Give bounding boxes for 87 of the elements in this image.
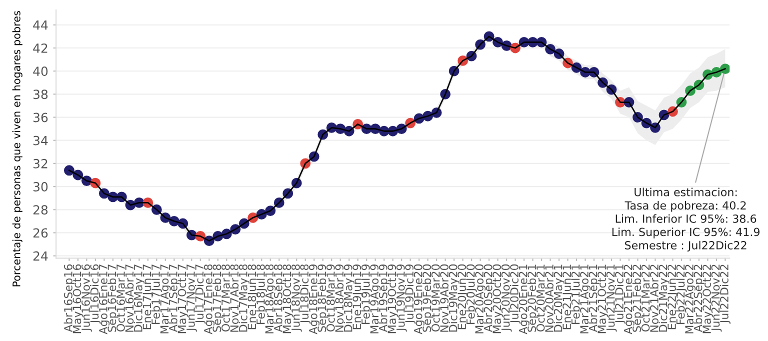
- x-tick-label: Abr20Sep20: [484, 264, 494, 332]
- x-tick-label: May19Oct19: [388, 264, 398, 334]
- x-tick-label: Ene19Jun19: [352, 264, 364, 330]
- x-tick-label: Sep17Feb18: [212, 264, 224, 332]
- x-tick-label: May20Oct20: [492, 264, 504, 334]
- x-tick-label: Abr19Sep19: [378, 264, 390, 332]
- x-tick-label: Feb17Jul17: [151, 264, 162, 324]
- x-tick-label: Ago20Ene21: [518, 264, 530, 334]
- x-tick-label: Jun19Nov19: [396, 264, 407, 332]
- x-tick-label: Oct21Mar22: [641, 264, 650, 332]
- x-tick-label: Feb19Jul19: [361, 264, 372, 324]
- x-tick-label: Oct18Mar19: [326, 264, 335, 332]
- x-tick-label: Feb18Jul18: [256, 264, 267, 324]
- x-tick-label: Nov21Abr22: [650, 264, 658, 332]
- x-tick-label: Nov17Abr18: [230, 264, 239, 332]
- x-tick-label: Jun16Nov16: [82, 264, 92, 332]
- y-tick-label: 44: [33, 20, 48, 30]
- x-tick-label: Ago21Ene22: [624, 264, 634, 334]
- x-tick-label: Jul18Dic18: [300, 264, 311, 324]
- x-tick-label: Abr21Sep21: [588, 264, 600, 332]
- x-tick-label: Ago17Ene18: [204, 264, 215, 334]
- x-tick-label: Mar21Ago21: [580, 264, 591, 334]
- y-tick-label: 34: [33, 136, 48, 146]
- x-tick-label: Jul20Dic20: [510, 264, 521, 324]
- y-axis-title: Porcentaje de personas que viven en hogares pobres: [12, 11, 22, 286]
- x-tick-label: Ago18Ene19: [308, 264, 320, 334]
- x-tick-label: Sep18Feb19: [317, 264, 328, 332]
- x-tick-label: Jul16Dic16: [90, 264, 101, 324]
- x-tick-label: Mar17Ago17: [160, 264, 171, 334]
- x-tick-label: Oct16Mar17: [116, 264, 125, 332]
- y-tick-label: 26: [33, 228, 48, 238]
- x-tick-label: Feb22Jul22: [676, 264, 687, 324]
- y-tick-label: 40: [33, 66, 48, 76]
- x-tick-label: Sep20Feb21: [527, 264, 538, 332]
- x-tick-label: Ago19Ene20: [414, 264, 424, 334]
- y-tick-label: 24: [33, 251, 48, 261]
- x-tick-label: Jun22Nov22: [711, 264, 722, 332]
- x-tick-label: Abr18Sep18: [274, 264, 284, 332]
- y-tick-label: 38: [33, 90, 48, 100]
- x-tick-label: Feb21Jul21: [571, 264, 582, 324]
- x-tick-label: Jul22Dic22: [720, 264, 731, 324]
- x-tick-label: Nov20Abr21: [544, 264, 554, 332]
- x-tick-label: May18Oct18: [282, 264, 294, 334]
- x-tick-label: Feb20Jul20: [466, 264, 477, 324]
- x-tick-label: Mar19Ago19: [370, 264, 381, 334]
- x-tick-label: Mar22Ago22: [685, 264, 696, 334]
- x-tick-label: Sep16Feb17: [108, 264, 118, 332]
- x-tick-label: May17Oct17: [178, 264, 188, 334]
- annotation: Ultima estimacion: Tasa de pobreza: 40.2 Lim. Inferior IC 95%: 38.6 Lim. Superior IC 95%: 41.9 Semestre : Jul22Dic22: [612, 188, 760, 252]
- x-tick-label: Ene22Jun22: [668, 264, 678, 330]
- x-tick-label: Dic21May22: [658, 264, 670, 332]
- x-tick-label: Jul17Dic17: [195, 264, 206, 324]
- y-tick-label: 42: [33, 43, 48, 53]
- y-tick-label: 32: [33, 158, 48, 168]
- x-tick-label: Oct17Mar18: [221, 264, 230, 332]
- x-tick-label: Ene17Jun17: [142, 264, 154, 330]
- x-tick-label: Dic16May17: [134, 264, 145, 332]
- y-tick-label: 36: [33, 112, 48, 122]
- x-tick-label: Ene20Jun20: [458, 264, 468, 330]
- x-tick-label: May16Oct16: [72, 264, 84, 334]
- x-tick-label: Nov16Abr17: [125, 264, 134, 332]
- x-tick-label: Mar18Ago18: [265, 264, 276, 334]
- x-tick-label: Dic18May19: [344, 264, 354, 332]
- y-tick-label: 30: [33, 182, 48, 192]
- y-tick-label: 28: [33, 205, 48, 215]
- x-tick-label: Dic20May21: [554, 264, 564, 332]
- x-tick-label: Ene18Jun18: [248, 264, 258, 330]
- x-tick-label: May22Oct22: [702, 264, 714, 334]
- x-tick-label: Jul21Dic21: [614, 264, 626, 324]
- x-tick-label: Jun17Nov17: [186, 264, 197, 332]
- x-tick-label: May21Oct21: [598, 264, 608, 334]
- x-tick-label: Jun18Nov18: [291, 264, 302, 332]
- x-tick-label: Nov18Abr19: [334, 264, 344, 332]
- x-tick-label: Mar20Ago20: [475, 264, 486, 334]
- x-tick-label: Ago16Ene17: [98, 264, 110, 334]
- x-tick-label: Jul19Dic19: [404, 264, 416, 324]
- x-tick-label: Jun20Nov20: [501, 264, 512, 332]
- x-tick-label: Abr22Sep22: [694, 264, 704, 332]
- x-tick-label: Dic17May18: [238, 264, 250, 332]
- x-tick-label: Sep19Feb20: [422, 264, 434, 332]
- x-tick-label: Oct19Mar20: [431, 264, 440, 332]
- x-tick-label: Oct20Mar21: [536, 264, 545, 332]
- x-tick-label: Sep21Feb22: [632, 264, 644, 332]
- x-tick-label: Dic19May20: [448, 264, 460, 332]
- x-tick-label: Jun21Nov21: [606, 264, 617, 332]
- x-tick-label: Nov19Abr20: [440, 264, 449, 332]
- x-tick-label: Ene21Jun21: [562, 264, 574, 330]
